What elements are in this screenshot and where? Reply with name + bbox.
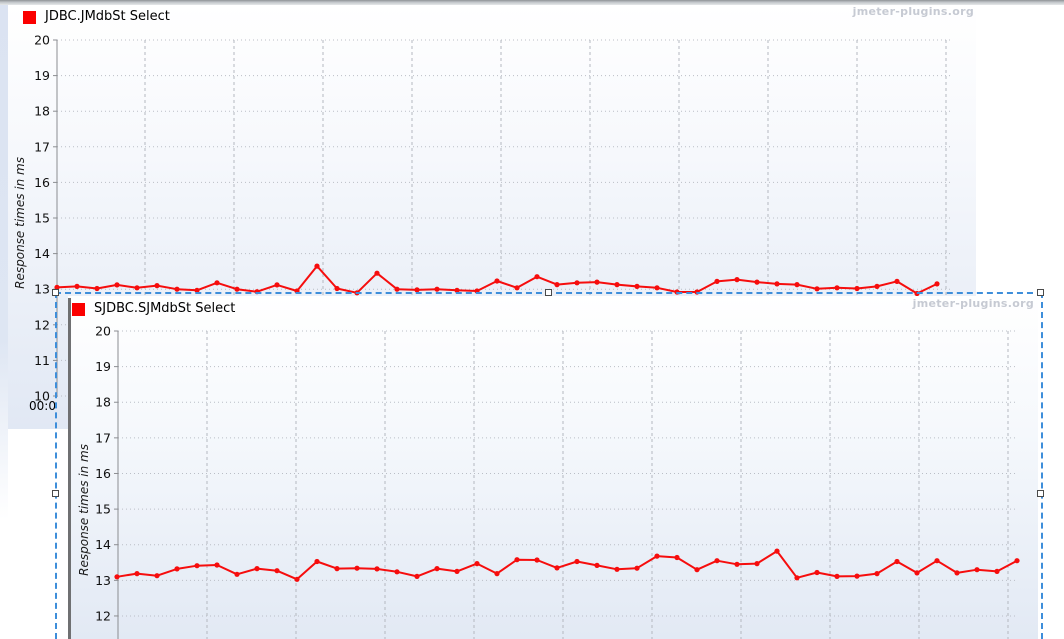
selection-handle-middle-left[interactable] <box>52 490 59 497</box>
svg-text:13: 13 <box>34 282 50 297</box>
selection-handle-top-middle[interactable] <box>545 289 552 296</box>
chart2-legend-swatch-icon <box>72 302 85 316</box>
window-top-edge <box>0 0 1064 5</box>
svg-text:10: 10 <box>34 389 50 404</box>
chart2-plot-area: 20 19 18 17 16 15 14 13 12 <box>95 324 1020 639</box>
selection-handle-top-right[interactable] <box>1037 289 1044 296</box>
svg-text:17: 17 <box>34 139 50 154</box>
svg-text:18: 18 <box>34 104 50 119</box>
chart2-legend: SJDBC.SJMdbSt Select <box>72 302 235 316</box>
chart1-watermark: jmeter-plugins.org <box>852 5 974 18</box>
chart1-legend-swatch-icon <box>23 10 36 24</box>
chart2-watermark: jmeter-plugins.org <box>912 297 1034 310</box>
svg-text:12: 12 <box>34 317 50 332</box>
chart1-x-axis-label: 00:0 <box>29 399 56 413</box>
chart2-left-border <box>68 298 71 639</box>
svg-text:18: 18 <box>95 395 111 410</box>
chart1-legend-label: JDBC.JMdbSt Select <box>45 9 170 24</box>
svg-text:11: 11 <box>34 353 50 368</box>
svg-text:12: 12 <box>95 608 111 623</box>
chart2-legend-label: SJDBC.SJMdbSt Select <box>94 301 236 316</box>
svg-text:13: 13 <box>95 573 111 588</box>
svg-text:17: 17 <box>95 430 111 445</box>
selection-border[interactable] <box>55 292 1043 639</box>
svg-text:19: 19 <box>95 359 111 374</box>
selection-handle-middle-right[interactable] <box>1037 490 1044 497</box>
svg-text:16: 16 <box>34 175 50 190</box>
chart1-y-axis-title: Response times in ms <box>13 157 27 289</box>
svg-text:20: 20 <box>34 33 50 48</box>
panel-left-edge <box>0 5 8 520</box>
chart-panel-sjdbc[interactable]: SJDBC.SJMdbSt Select jmeter-plugins.org … <box>68 296 1038 639</box>
svg-text:20: 20 <box>95 324 111 339</box>
selection-handle-top-left[interactable] <box>52 289 59 296</box>
svg-text:15: 15 <box>34 211 50 226</box>
svg-text:15: 15 <box>95 502 111 517</box>
svg-text:19: 19 <box>34 68 50 83</box>
svg-text:16: 16 <box>95 466 111 481</box>
svg-text:14: 14 <box>95 537 111 552</box>
svg-text:14: 14 <box>34 246 50 261</box>
chart1-legend: JDBC.JMdbSt Select <box>23 10 170 24</box>
